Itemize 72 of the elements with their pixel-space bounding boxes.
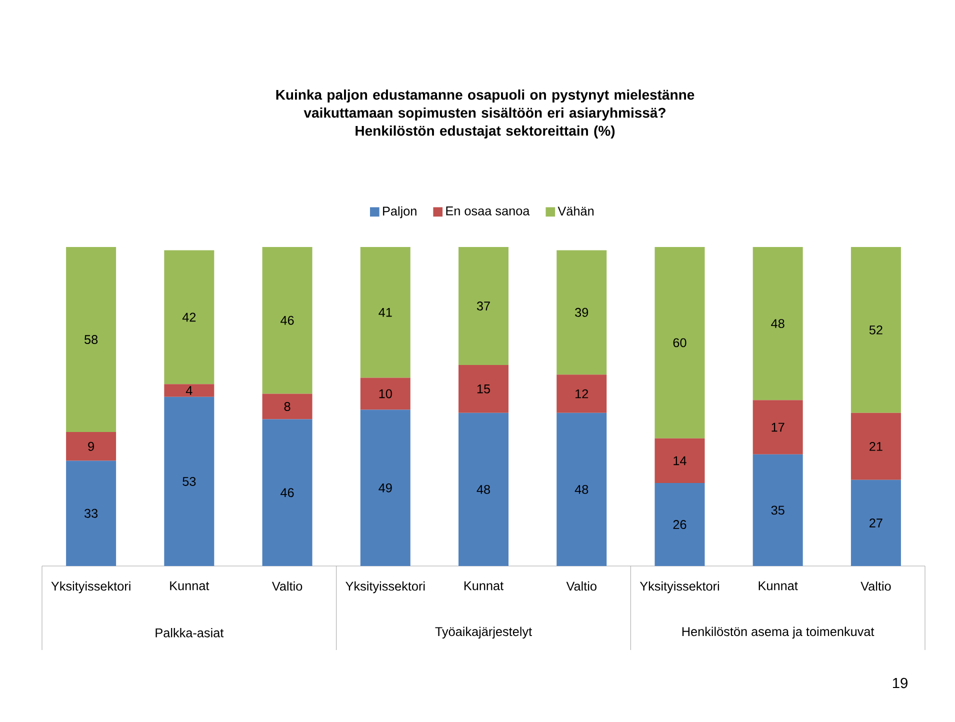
data-label: 33 <box>84 508 98 518</box>
text: Henkilöstön asema ja toimenkuvat <box>682 626 874 639</box>
data-label: 21 <box>870 442 882 451</box>
x-tick-label: Kunnat <box>170 581 210 590</box>
data-label: 17 <box>772 422 784 432</box>
bar <box>654 438 705 484</box>
bar <box>556 374 607 413</box>
x-tick-label: Kunnat <box>758 581 798 590</box>
x-tick-label: Yksityissektori <box>51 581 130 594</box>
data-label: 14 <box>674 456 686 466</box>
data-label: 48 <box>771 319 784 328</box>
legend-label: En osaa sanoa <box>446 206 530 216</box>
bar <box>556 250 607 375</box>
bar <box>556 412 607 566</box>
chart-title: Kuinka paljon edustamanne osapuoli on pystynyt mielestänne vaikuttamaan sopimusten sisältöön eri asiaryhmissä? <box>276 89 694 121</box>
x-tick-label: Valtio <box>860 581 891 591</box>
bar <box>654 247 705 438</box>
bar <box>66 460 116 566</box>
data-label: 39 <box>575 308 588 317</box>
bar <box>360 247 410 378</box>
x-tick-label: Kunnat <box>464 581 504 590</box>
data-label: 37 <box>476 302 490 310</box>
data-label: 26 <box>673 520 686 530</box>
data-label: 4 <box>186 386 192 395</box>
data-label: 35 <box>771 506 784 515</box>
bar <box>458 412 508 566</box>
data-label: 53 <box>182 476 196 486</box>
data-label: 27 <box>870 518 882 528</box>
bar <box>360 410 410 566</box>
bar <box>262 419 312 566</box>
x-tick-label: Valtio <box>272 581 302 591</box>
data-label: 52 <box>869 325 882 334</box>
data-label: 41 <box>378 308 392 317</box>
bar <box>262 247 312 394</box>
x-tick-label: Yksityissektori <box>346 581 425 594</box>
bar <box>850 412 901 480</box>
bar <box>360 378 410 410</box>
x-tick-label: Valtio <box>566 581 596 591</box>
bar <box>66 432 116 461</box>
data-label: 9 <box>88 442 94 451</box>
bar <box>262 394 312 420</box>
chart-subtitle: Henkilöstön edustajat sektoreittain (%) <box>356 125 615 139</box>
legend-label: Vähän <box>558 206 594 216</box>
data-label: 58 <box>84 335 98 344</box>
data-label: 49 <box>378 483 392 492</box>
bar <box>654 483 705 566</box>
data-label: 48 <box>574 484 588 494</box>
text: Työaikajärjestelyt <box>435 626 532 639</box>
bar <box>164 384 214 397</box>
data-label: 15 <box>477 384 490 394</box>
data-label: 42 <box>182 312 196 322</box>
data-label: 8 <box>284 402 290 411</box>
bar <box>850 247 901 413</box>
bar <box>458 247 508 366</box>
bar <box>458 365 508 413</box>
bar <box>850 480 901 566</box>
legend-label: Paljon <box>383 206 416 218</box>
x-tick-label: Yksityissektori <box>640 581 719 594</box>
data-label: 46 <box>280 316 294 325</box>
data-label: 10 <box>379 389 392 398</box>
bar <box>752 400 803 454</box>
bar <box>752 454 803 566</box>
bar <box>66 247 116 432</box>
bar <box>164 250 214 384</box>
bar <box>164 396 214 566</box>
data-label: 46 <box>280 488 294 498</box>
data-label: 12 <box>576 389 588 398</box>
data-label: 48 <box>476 484 490 494</box>
text: Palkka-asiat <box>156 628 224 638</box>
bar <box>752 247 803 400</box>
data-label: 60 <box>673 338 686 348</box>
text: 19 <box>892 678 908 688</box>
